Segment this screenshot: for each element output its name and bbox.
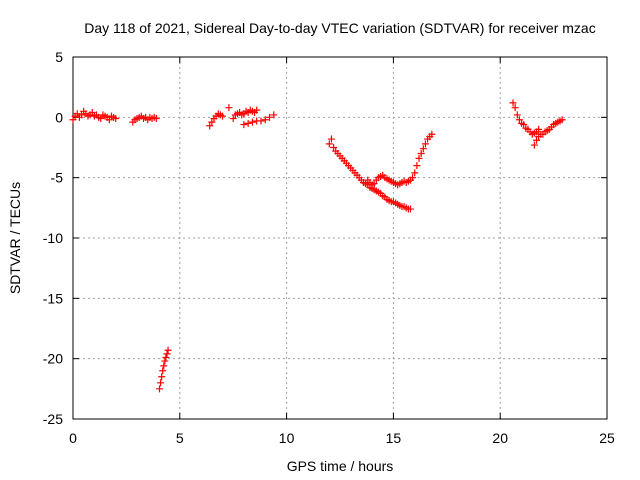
data-point [160,362,168,370]
data-point [163,350,171,358]
y-tick-label: -10 [43,230,63,246]
data-point [515,116,523,124]
data-point [535,125,543,133]
data-point [219,112,227,120]
x-tick-label: 0 [69,430,77,446]
data-point [162,353,170,361]
data-point [513,111,521,119]
data-point [97,115,105,123]
data-point [413,162,421,170]
data-point [511,104,519,112]
data-point [156,385,164,393]
axis-ticks: 0 5 10 15 20 25 5 0 -5 -10 -15 -20 -25 [43,49,615,446]
data-point [266,113,274,121]
data-point [208,118,216,126]
y-axis-title: SDTVAR / TECUs [7,182,23,294]
data-point [411,169,419,177]
x-tick-label: 10 [279,430,295,446]
data-point [158,373,166,381]
data-point [73,110,81,118]
y-tick-label: -5 [51,170,64,186]
data-point [161,357,169,365]
data-point [164,346,172,354]
data-point [253,106,261,114]
data-point [105,116,113,124]
chart-title: Day 118 of 2021, Sidereal Day-to-day VTE… [84,20,595,36]
data-point [88,109,96,117]
x-tick-label: 15 [386,430,402,446]
data-point [327,135,335,143]
x-tick-label: 20 [492,430,508,446]
data-point [409,174,417,182]
data-point [533,136,541,144]
data-point [257,117,265,125]
data-point [244,119,252,127]
data-point [558,116,566,124]
data-points [69,99,566,393]
x-tick-label: 5 [176,430,184,446]
y-tick-label: -25 [43,411,63,427]
data-point [415,154,423,162]
data-point [530,141,538,149]
x-tick-label: 25 [599,430,615,446]
data-point [520,121,528,129]
y-tick-label: 5 [55,49,63,65]
data-point [78,111,86,119]
data-point [157,379,165,387]
data-point [69,116,77,124]
data-point [330,144,338,151]
x-axis-title: GPS time / hours [287,458,394,474]
data-point [159,367,167,375]
data-point [248,118,256,126]
data-point [370,180,378,188]
y-tick-label: -15 [43,290,63,306]
data-point [112,115,120,123]
y-tick-label: 0 [55,109,63,125]
data-point [240,121,248,129]
data-point [509,99,517,107]
grid [73,57,607,419]
data-point [417,150,425,158]
data-point [261,116,269,124]
data-point [428,130,436,138]
data-point [325,140,333,148]
data-point [229,115,237,123]
data-point [225,104,233,112]
data-point [421,140,429,148]
y-tick-label: -20 [43,351,63,367]
data-point [419,145,427,153]
data-point [406,205,414,213]
data-point [206,122,214,130]
data-point [152,115,160,123]
data-point [270,111,278,119]
